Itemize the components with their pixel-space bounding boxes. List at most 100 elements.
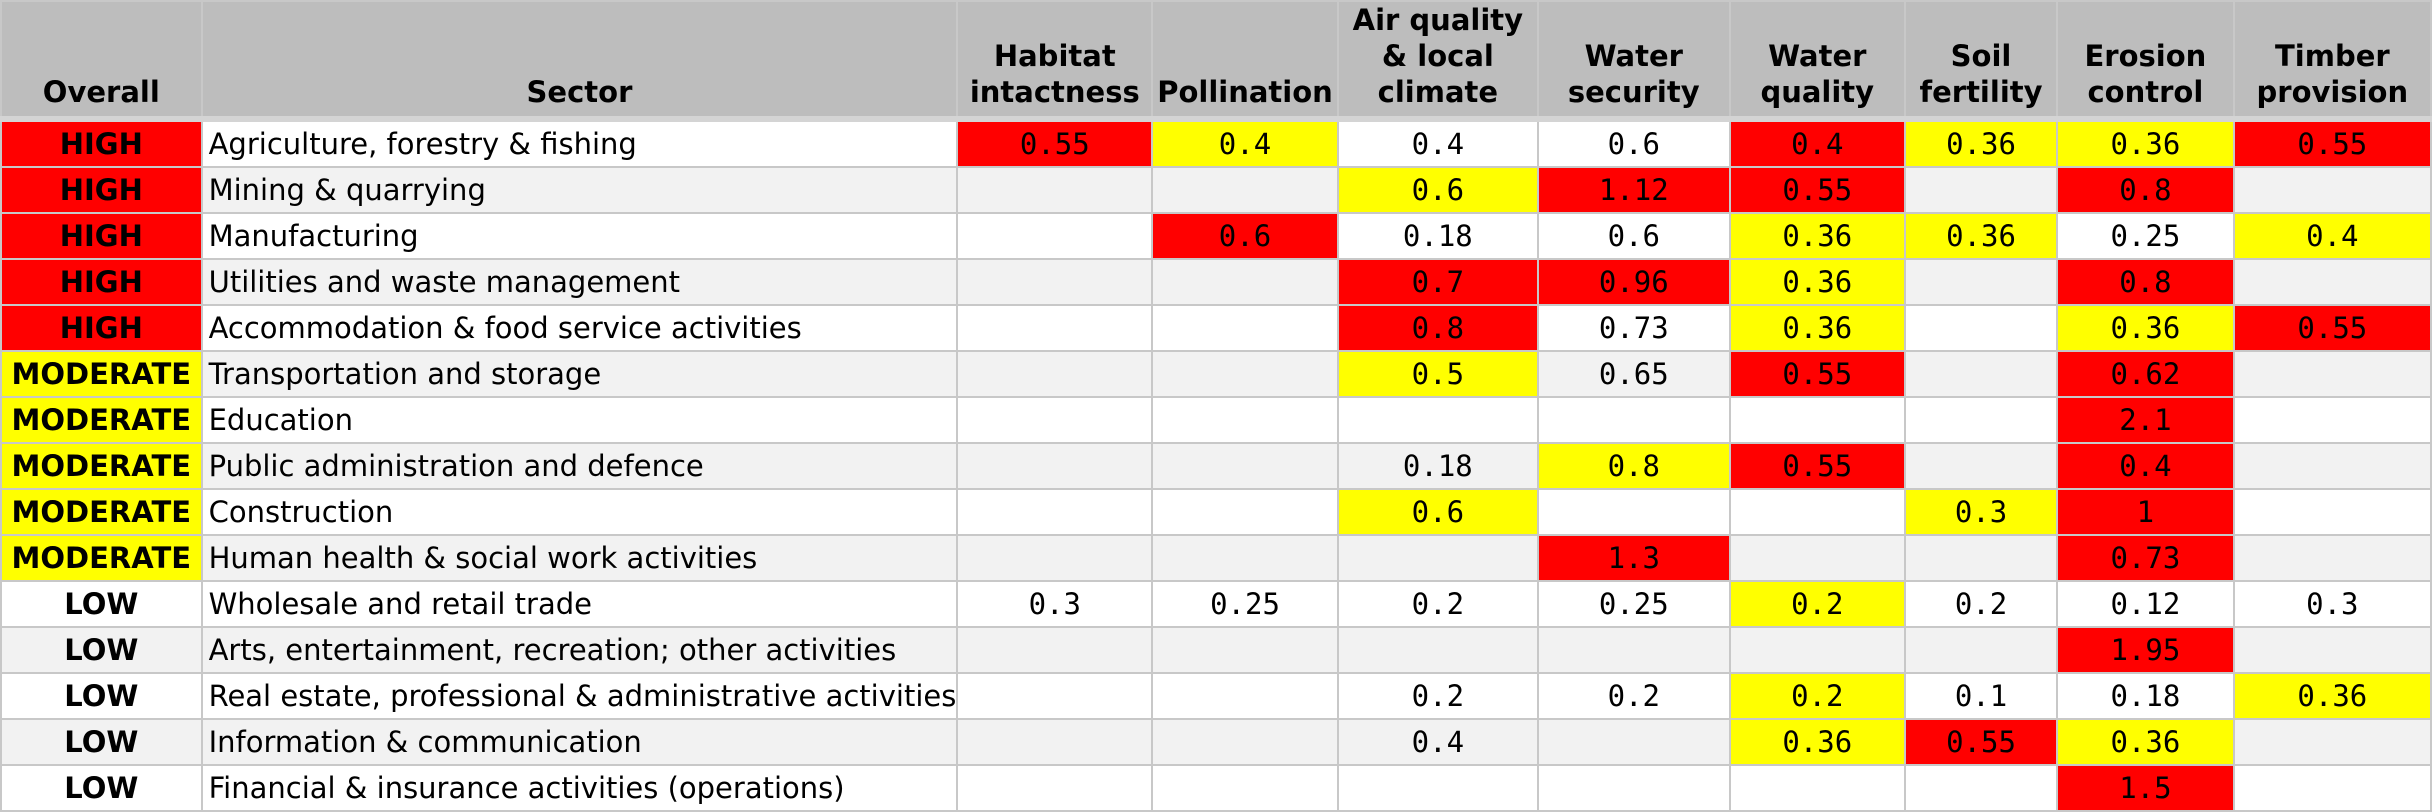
sector-name-cell: Information & communication xyxy=(200,718,959,766)
value-cell-erosion-control: 0.36 xyxy=(2056,718,2235,766)
value-cell-erosion-control: 0.18 xyxy=(2056,672,2235,720)
value-cell-soil-fertility xyxy=(1903,626,2059,674)
value-cell-habitat-intactness xyxy=(956,166,1154,214)
value-cell-pollination: 0.6 xyxy=(1151,212,1339,260)
value-cell-air-quality: 0.6 xyxy=(1336,488,1539,536)
value-cell-water-security: 0.65 xyxy=(1536,350,1731,398)
value-cell-air-quality xyxy=(1336,534,1539,582)
value-cell-air-quality xyxy=(1336,396,1539,444)
sector-name-cell: Mining & quarrying xyxy=(200,166,959,214)
value-cell-water-security xyxy=(1536,764,1731,812)
value-cell-water-quality: 0.55 xyxy=(1728,166,1906,214)
value-cell-habitat-intactness xyxy=(956,212,1154,260)
value-cell-soil-fertility: 0.36 xyxy=(1903,212,2059,260)
value-cell-soil-fertility: 0.55 xyxy=(1903,718,2059,766)
value-cell-water-quality: 0.55 xyxy=(1728,350,1906,398)
overall-rating-cell: HIGH xyxy=(0,116,203,168)
value-cell-pollination xyxy=(1151,442,1339,490)
column-header-overall: Overall xyxy=(0,0,203,120)
value-cell-pollination xyxy=(1151,626,1339,674)
value-cell-soil-fertility: 0.3 xyxy=(1903,488,2059,536)
value-cell-timber-provision: 0.55 xyxy=(2232,304,2432,352)
value-cell-timber-provision xyxy=(2232,350,2432,398)
table-row: MODERATE Transportation and storage 0.5 0.6… xyxy=(0,350,2432,398)
value-cell-timber-provision xyxy=(2232,764,2432,812)
value-cell-timber-provision xyxy=(2232,396,2432,444)
sector-name-cell: Public administration and defence xyxy=(200,442,959,490)
column-header-water-security: Water security xyxy=(1536,0,1731,120)
table-row: HIGH Utilities and waste management 0.7 0.9… xyxy=(0,258,2432,306)
value-cell-water-security: 1.12 xyxy=(1536,166,1731,214)
value-cell-water-security: 0.96 xyxy=(1536,258,1731,306)
value-cell-air-quality: 0.4 xyxy=(1336,116,1539,168)
overall-rating-cell: LOW xyxy=(0,626,203,674)
table-row: MODERATE Education 2.1 xyxy=(0,396,2432,444)
value-cell-water-security xyxy=(1536,488,1731,536)
overall-rating-cell: HIGH xyxy=(0,258,203,306)
value-cell-water-quality: 0.4 xyxy=(1728,116,1906,168)
value-cell-water-quality: 0.2 xyxy=(1728,672,1906,720)
value-cell-erosion-control: 1.5 xyxy=(2056,764,2235,812)
value-cell-habitat-intactness xyxy=(956,626,1154,674)
value-cell-erosion-control: 0.4 xyxy=(2056,442,2235,490)
table-row: MODERATE Public administration and defenc… xyxy=(0,442,2432,490)
value-cell-timber-provision xyxy=(2232,166,2432,214)
value-cell-water-security: 0.6 xyxy=(1536,116,1731,168)
value-cell-erosion-control: 0.36 xyxy=(2056,304,2235,352)
value-cell-soil-fertility xyxy=(1903,166,2059,214)
overall-rating-cell: LOW xyxy=(0,580,203,628)
value-cell-habitat-intactness: 0.55 xyxy=(956,116,1154,168)
value-cell-pollination xyxy=(1151,304,1339,352)
overall-rating-cell: HIGH xyxy=(0,166,203,214)
table-row: LOW Information & communication 0.4 0.36 0.5… xyxy=(0,718,2432,766)
value-cell-air-quality: 0.18 xyxy=(1336,442,1539,490)
value-cell-erosion-control: 0.36 xyxy=(2056,116,2235,168)
value-cell-water-security: 0.73 xyxy=(1536,304,1731,352)
value-cell-timber-provision: 0.4 xyxy=(2232,212,2432,260)
overall-rating-cell: HIGH xyxy=(0,304,203,352)
value-cell-pollination xyxy=(1151,534,1339,582)
value-cell-habitat-intactness xyxy=(956,442,1154,490)
value-cell-timber-provision xyxy=(2232,534,2432,582)
value-cell-water-security: 0.6 xyxy=(1536,212,1731,260)
value-cell-air-quality: 0.5 xyxy=(1336,350,1539,398)
table-row: HIGH Manufacturing 0.6 0.18 0.6 0.36 0.36 0.25 0… xyxy=(0,212,2432,260)
sector-name-cell: Transportation and storage xyxy=(200,350,959,398)
sector-name-cell: Real estate, professional & administrati… xyxy=(200,672,959,720)
value-cell-air-quality: 0.6 xyxy=(1336,166,1539,214)
value-cell-air-quality: 0.4 xyxy=(1336,718,1539,766)
sector-name-cell: Human health & social work activities xyxy=(200,534,959,582)
value-cell-erosion-control: 0.25 xyxy=(2056,212,2235,260)
value-cell-water-quality xyxy=(1728,396,1906,444)
value-cell-air-quality: 0.2 xyxy=(1336,672,1539,720)
value-cell-habitat-intactness xyxy=(956,396,1154,444)
column-header-air-quality: Air quality & local climate xyxy=(1336,0,1539,120)
value-cell-air-quality: 0.18 xyxy=(1336,212,1539,260)
value-cell-soil-fertility xyxy=(1903,304,2059,352)
column-header-sector: Sector xyxy=(200,0,959,120)
value-cell-erosion-control: 0.62 xyxy=(2056,350,2235,398)
table-row: LOW Financial & insurance activities (ope… xyxy=(0,764,2432,812)
value-cell-soil-fertility: 0.36 xyxy=(1903,116,2059,168)
value-cell-water-quality: 0.2 xyxy=(1728,580,1906,628)
sector-name-cell: Construction xyxy=(200,488,959,536)
value-cell-pollination xyxy=(1151,488,1339,536)
value-cell-pollination xyxy=(1151,258,1339,306)
overall-rating-cell: MODERATE xyxy=(0,488,203,536)
value-cell-habitat-intactness xyxy=(956,304,1154,352)
table-row: MODERATE Construction 0.6 0.3 1 xyxy=(0,488,2432,536)
overall-rating-cell: MODERATE xyxy=(0,396,203,444)
value-cell-water-security xyxy=(1536,396,1731,444)
overall-rating-cell: LOW xyxy=(0,672,203,720)
value-cell-water-quality: 0.36 xyxy=(1728,258,1906,306)
value-cell-erosion-control: 0.73 xyxy=(2056,534,2235,582)
value-cell-soil-fertility xyxy=(1903,396,2059,444)
value-cell-water-quality: 0.36 xyxy=(1728,304,1906,352)
overall-rating-cell: MODERATE xyxy=(0,350,203,398)
value-cell-water-quality xyxy=(1728,488,1906,536)
column-header-timber-provision: Timber provision xyxy=(2232,0,2432,120)
value-cell-soil-fertility xyxy=(1903,764,2059,812)
table-row: HIGH Mining & quarrying 0.6 1.12 0.55 0.8 xyxy=(0,166,2432,214)
column-header-erosion-control: Erosion control xyxy=(2056,0,2235,120)
value-cell-water-quality: 0.36 xyxy=(1728,212,1906,260)
